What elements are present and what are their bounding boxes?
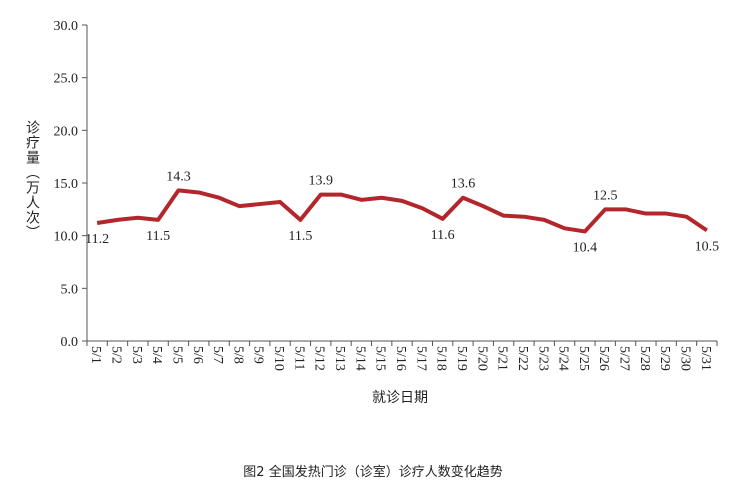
x-tick-label: 5/22 [515,346,530,371]
x-tick-label: 5/25 [576,346,591,371]
x-tick-label: 5/9 [251,346,266,364]
x-tick-label: 5/5 [169,346,184,364]
data-label: 12.5 [593,188,618,203]
x-tick-label: 5/17 [413,346,428,371]
x-tick-label: 5/27 [617,346,632,371]
x-tick-label: 5/31 [698,346,713,371]
y-tick-label: 30.0 [54,19,79,34]
data-label: 10.4 [573,240,598,255]
x-tick-label: 5/4 [149,346,164,364]
data-label: 11.6 [431,228,455,243]
x-tick-label: 5/23 [535,346,550,371]
data-label: 13.6 [451,177,476,192]
x-tick-label: 5/19 [454,346,469,371]
line-series [96,188,708,234]
x-axis-label: 就诊日期 [372,390,428,406]
x-tick-label: 5/18 [434,346,449,371]
x-tick-label: 5/26 [596,346,611,371]
data-label: 11.2 [85,232,109,247]
x-tick-label: 5/14 [352,346,367,371]
data-label: 10.5 [695,239,720,254]
x-tick-label: 5/11 [291,346,306,370]
data-label: 13.9 [308,174,333,189]
y-tick-label: 15.0 [54,177,79,192]
x-tick-label: 5/20 [474,346,489,371]
y-tick-label: 10.0 [54,230,79,245]
x-tick-label: 5/15 [373,346,388,371]
y-axis-label: 诊疗量（万人次） [24,120,40,240]
data-label: 14.3 [166,169,191,184]
x-tick-label: 5/16 [393,346,408,371]
y-tick-label: 25.0 [54,72,79,87]
y-tick-label: 20.0 [54,124,79,139]
x-tick-label: 5/21 [495,346,510,371]
x-tick-label: 5/6 [190,346,205,364]
x-tick-label: 5/1 [88,346,103,364]
x-tick-label: 5/2 [108,346,123,364]
y-tick-label: 5.0 [61,282,79,297]
data-label: 11.5 [146,229,170,244]
x-tick-label: 5/10 [271,346,286,371]
x-tick-label: 5/28 [637,346,652,371]
x-tick-label: 5/3 [129,346,144,364]
x-tick-label: 5/29 [657,346,672,371]
data-label: 11.5 [288,229,312,244]
chart-title: 图2 全国发热门诊（诊室）诊疗人数变化趋势 [243,464,502,480]
x-tick-label: 5/13 [332,346,347,371]
x-tick-label: 5/12 [312,346,327,371]
y-tick-label: 0.0 [61,335,79,350]
x-tick-label: 5/7 [210,346,225,364]
x-tick-label: 5/24 [556,346,571,371]
x-tick-label: 5/30 [678,346,693,371]
x-tick-label: 5/8 [230,346,245,364]
